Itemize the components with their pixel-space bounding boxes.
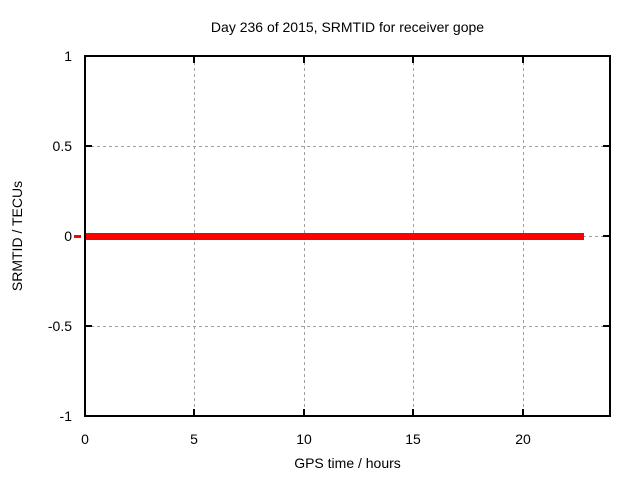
y-tick-mark <box>603 145 610 147</box>
plot-area <box>74 56 610 416</box>
x-tick-label: 20 <box>515 431 531 447</box>
y-tick-label: 1 <box>64 48 72 64</box>
x-tick-mark <box>522 409 524 416</box>
y-tick-mark <box>603 325 610 327</box>
y-tick-label: 0.5 <box>52 138 72 154</box>
plot-border <box>84 55 611 417</box>
x-tick-label: 0 <box>81 431 89 447</box>
y-tick-mark <box>85 325 92 327</box>
y-gridline <box>85 145 610 147</box>
x-tick-mark <box>522 56 524 63</box>
chart-title: Day 236 of 2015, SRMTID for receiver gop… <box>210 19 485 35</box>
x-tick-mark <box>303 409 305 416</box>
y-tick-label: -1 <box>59 408 72 424</box>
x-tick-mark <box>193 56 195 63</box>
y-tick-mark <box>603 235 610 237</box>
y-tick-label: -0.5 <box>47 318 72 334</box>
x-axis-label: GPS time / hours <box>294 455 401 471</box>
y-gridline <box>85 325 610 327</box>
x-tick-mark <box>193 409 195 416</box>
x-tick-label: 5 <box>190 431 198 447</box>
series-line-srmtid <box>85 233 584 240</box>
x-tick-mark <box>412 56 414 63</box>
x-tick-mark <box>303 56 305 63</box>
y-tick-mark <box>85 145 92 147</box>
x-tick-mark <box>412 409 414 416</box>
y-tick-label: 0 <box>64 228 72 244</box>
stray-red-dash <box>74 235 81 238</box>
x-tick-label: 15 <box>405 431 421 447</box>
x-tick-label: 10 <box>296 431 312 447</box>
